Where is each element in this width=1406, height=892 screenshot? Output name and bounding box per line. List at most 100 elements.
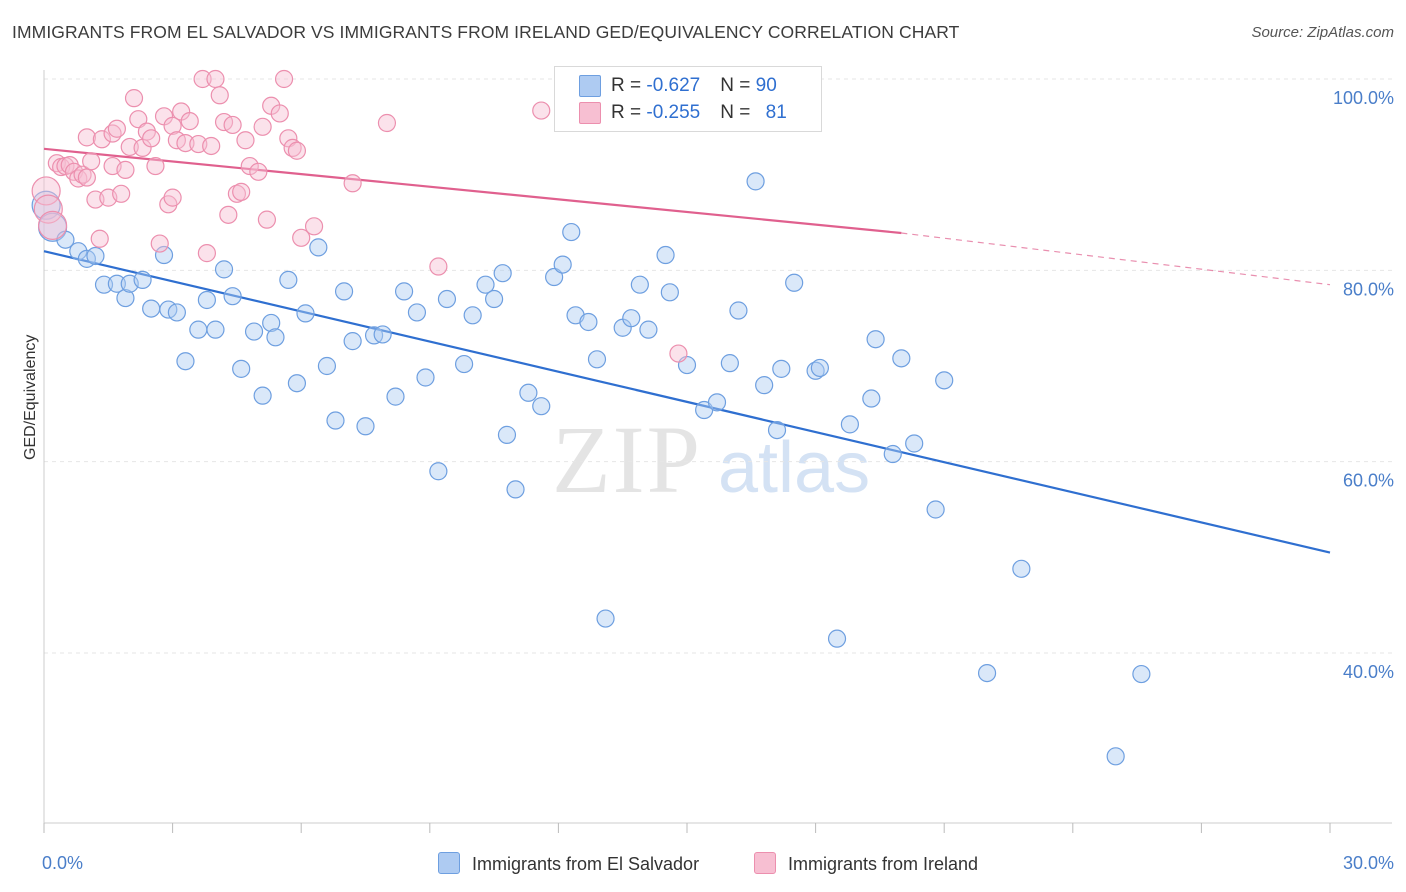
legend-row-ireland: R = -0.255 N = 81 [579,102,787,126]
legend-r-value: -0.627 [646,75,701,97]
data-point-series-1 [163,116,182,135]
data-point-series-1 [377,113,397,133]
data-point-series-0 [429,462,448,481]
data-point-series-0 [827,629,847,648]
trend-lines [43,147,1331,554]
legend-item-el-salvador: Immigrants from El Salvador [438,852,699,875]
data-point-series-0 [262,313,281,333]
data-point-series-0 [356,417,375,436]
data-point-series-0 [326,411,345,430]
data-point-series-0 [506,480,525,499]
data-point-series-0 [497,425,517,444]
legend-n-value: 81 [765,102,787,124]
data-point-series-1 [180,111,199,131]
x-tick-labels: 0.0% 30.0% [42,853,1394,873]
data-point-series-0 [94,275,114,294]
data-point-series-0 [334,282,354,301]
data-point-series-0 [720,354,739,373]
trend-line-0 [43,250,1331,554]
data-point-series-0 [810,358,829,378]
data-point-series-0 [463,306,482,325]
data-point-series-1 [197,244,216,263]
data-point-series-1 [292,228,311,247]
data-point-series-0 [746,172,765,191]
legend-label: Immigrants from El Salvador [472,854,700,874]
data-point-series-0 [454,354,474,374]
data-point-series-0 [587,350,607,369]
data-point-series-1 [669,344,688,363]
legend-item-ireland: Immigrants from Ireland [754,852,978,875]
data-point-series-0 [244,322,264,341]
data-point-series-0 [287,374,307,393]
legend-label: Immigrants from Ireland [788,854,979,874]
data-point-series-0 [553,255,572,274]
data-point-series-1 [77,128,96,147]
data-point-series-0 [167,303,186,322]
legend-swatch-el-salvador [579,75,601,97]
data-point-series-0 [630,275,649,294]
x-tick-label: 0.0% [42,853,83,873]
data-point-series-1 [274,69,294,89]
data-point-series-0 [86,246,105,266]
data-point-series-1 [120,137,139,157]
data-point-series-1 [92,130,111,149]
legend-r-value: -0.255 [646,102,701,124]
data-point-series-0 [133,270,152,289]
data-point-series-0 [232,359,251,378]
data-point-series-0 [707,393,727,412]
data-point-series-0 [296,304,315,323]
legend-row-el-salvador: R = -0.627 N = 90 [579,75,777,99]
data-point-series-0 [767,420,787,440]
data-point-series-0 [373,325,392,344]
watermark-atlas: atlas [718,428,870,508]
data-point-series-1 [210,86,229,105]
data-point-series-1 [112,184,131,203]
legend-r-label: R = [611,102,647,124]
data-point-series-0 [840,415,859,434]
watermark-zip: ZIP [552,406,702,513]
data-point-series-1 [429,257,448,276]
legend-n-label: N = [720,102,756,124]
data-point-series-1 [142,129,161,148]
data-point-series-1 [206,69,225,89]
data-point-series-1 [257,210,277,229]
chart-title: IMMIGRANTS FROM EL SALVADOR VS IMMIGRANT… [12,22,960,42]
data-point-series-0 [476,275,495,294]
data-point-series-1 [236,131,255,150]
y-tick-label: 100.0% [1333,88,1394,108]
data-point-series-0 [407,303,427,322]
data-point-series-1 [232,182,251,201]
data-point-series-0 [785,273,804,292]
data-point-series-1 [249,162,268,181]
data-point-series-1 [90,229,109,248]
data-point-series-0 [532,397,551,416]
data-point-series-1 [163,188,182,207]
data-point-series-0 [107,274,126,293]
data-point-series-0 [660,283,679,302]
data-point-series-0 [926,500,945,519]
data-point-series-1 [107,119,126,138]
data-point-series-0 [639,320,658,339]
data-point-series-0 [622,309,641,328]
y-tick-label: 80.0% [1343,279,1394,299]
legend-swatch [438,852,460,874]
trend-line-extension-1 [901,232,1331,286]
data-point-series-1 [146,156,165,176]
data-point-series-0 [386,387,405,406]
data-point-series-1 [253,117,272,136]
data-point-series-1 [532,101,551,120]
data-point-series-1 [219,205,238,224]
data-point-series-1 [116,160,135,179]
y-tick-labels: 100.0% 80.0% 60.0% 40.0% [1333,88,1394,682]
data-point-series-0 [214,260,234,279]
data-point-series-1 [37,210,68,240]
data-point-series-1 [82,152,101,171]
data-points [31,69,1151,766]
legend-swatch-ireland [579,102,601,124]
x-tick-label: 30.0% [1343,853,1394,873]
data-point-series-0 [223,287,242,306]
data-point-series-1 [279,129,298,148]
data-point-series-1 [33,194,63,224]
data-point-series-1 [343,174,362,193]
data-point-series-0 [116,288,135,308]
